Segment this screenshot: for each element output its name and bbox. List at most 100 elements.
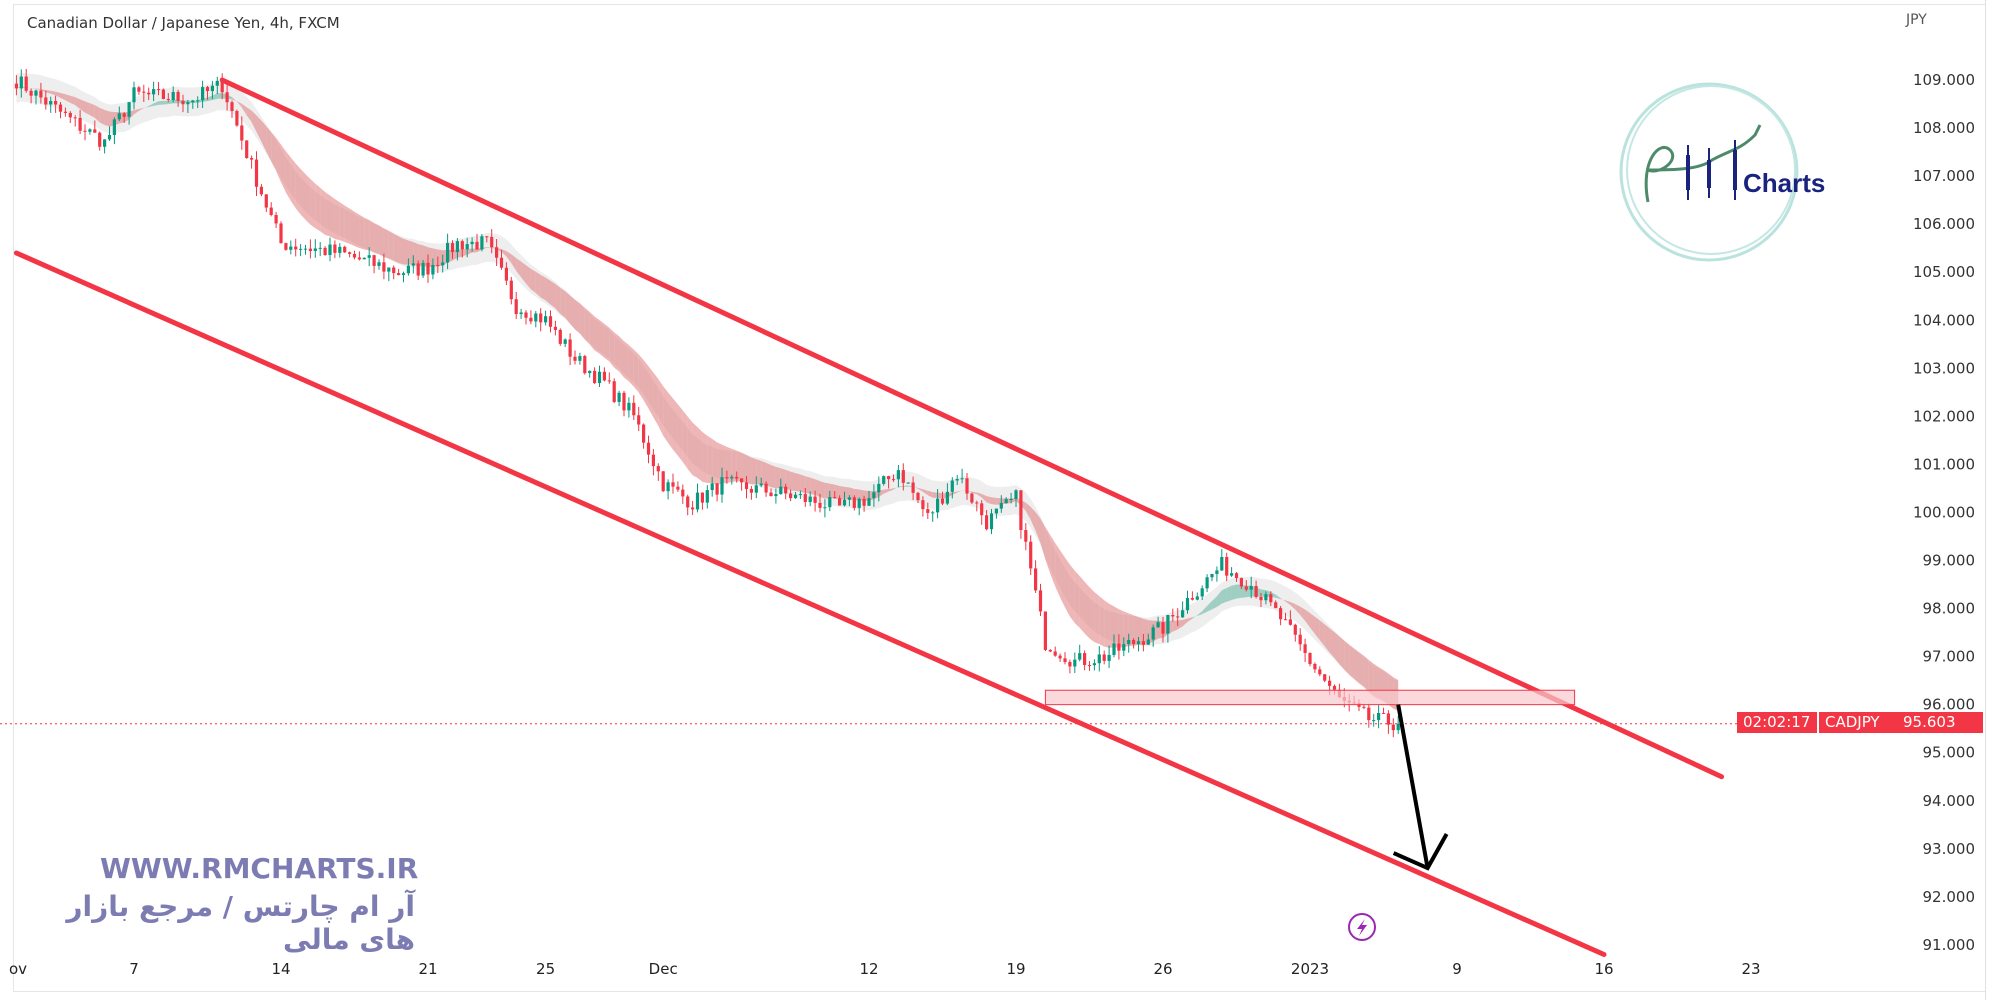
candle-body <box>872 492 876 499</box>
time-tick-label: 12 <box>859 960 878 978</box>
ma-ribbon-segment <box>687 416 693 476</box>
candle-body <box>1024 530 1028 542</box>
candle-body <box>1004 499 1008 504</box>
price-tick-label: 105.000 <box>1913 263 1975 281</box>
candle-body <box>426 262 430 275</box>
candle-body <box>220 80 224 93</box>
ma-ribbon-segment <box>1285 600 1291 606</box>
candle-body <box>1136 641 1141 644</box>
ma-ribbon-segment <box>1359 652 1364 688</box>
ma-ribbon-segment <box>1354 648 1359 684</box>
ma-ribbon-segment <box>99 107 105 125</box>
support-zone[interactable] <box>1044 689 1576 706</box>
channel-lower-line[interactable] <box>13 250 1607 958</box>
candle-body <box>1313 663 1317 670</box>
candle-body <box>833 497 837 499</box>
candle-body <box>446 243 450 263</box>
ma-ribbon-segment <box>359 214 365 250</box>
ma-ribbon-segment <box>217 93 223 99</box>
ma-ribbon-segment <box>1143 618 1149 646</box>
channel-upper-line[interactable] <box>219 77 1725 780</box>
candle-body <box>1303 644 1307 653</box>
candle-body <box>421 262 425 276</box>
ma-ribbon-segment <box>1324 624 1330 653</box>
candle-body <box>161 89 165 99</box>
candle-body <box>735 476 739 479</box>
candle-body <box>519 312 523 315</box>
candle-body <box>980 503 984 516</box>
ma-ribbon-segment <box>295 163 301 215</box>
candle-body <box>793 494 798 499</box>
candle-body <box>1328 680 1332 686</box>
ma-ribbon-segment <box>383 228 389 259</box>
ma-ribbon-segment <box>820 481 825 499</box>
ma-ribbon-segment <box>550 280 556 309</box>
time-tick-label: 19 <box>1006 960 1025 978</box>
ma-ribbon-segment <box>501 249 507 257</box>
ma-ribbon-segment <box>1236 584 1242 599</box>
ma-ribbon-segment <box>991 497 997 505</box>
candle-body <box>250 158 254 160</box>
candle-body <box>499 257 504 268</box>
ma-ribbon-segment <box>1202 605 1208 615</box>
candle-body <box>769 492 773 497</box>
ma-ribbon-segment <box>1319 620 1325 647</box>
candle-body <box>274 214 278 224</box>
candle-body <box>1176 616 1180 618</box>
ma-ribbon-segment <box>89 103 95 118</box>
ma-ribbon-segment <box>467 248 473 255</box>
price-tick-label: 100.000 <box>1913 503 1975 521</box>
candle-body <box>720 477 724 495</box>
time-tick-label: 23 <box>1741 960 1760 978</box>
down-arrow[interactable] <box>1392 704 1449 871</box>
price-tick-label: 107.000 <box>1913 167 1975 185</box>
ma-ribbon-segment <box>937 492 943 499</box>
candle-body <box>774 494 778 497</box>
ma-ribbon-segment <box>281 144 286 193</box>
candle-body <box>338 246 342 253</box>
ma-ribbon-segment <box>565 291 571 324</box>
candle-body <box>1127 639 1131 645</box>
ma-ribbon-segment <box>462 249 468 257</box>
time-tick-label: ov <box>9 960 27 978</box>
candle-body <box>264 194 268 208</box>
candle-body <box>563 339 567 344</box>
candle-body <box>622 392 626 411</box>
ma-ribbon-segment <box>1182 618 1188 627</box>
ma-ribbon-segment <box>648 366 654 418</box>
ma-ribbon-segment <box>545 277 551 305</box>
ma-ribbon-segment <box>134 108 139 115</box>
lightning-icon[interactable] <box>1348 913 1376 941</box>
candle-body <box>960 478 964 480</box>
candle-body <box>1200 588 1204 597</box>
candle-body <box>142 91 146 93</box>
candle-body <box>1058 655 1062 659</box>
bar-countdown: 02:02:17 <box>1737 712 1817 733</box>
currency-label: JPY <box>1906 12 1927 28</box>
ma-ribbon-segment <box>805 476 811 494</box>
ma-ribbon-segment <box>40 89 46 93</box>
candle-body <box>740 478 744 483</box>
candle-body <box>936 498 940 513</box>
candle-body <box>1234 573 1239 579</box>
candle-body <box>196 100 200 102</box>
candle-body <box>29 90 33 96</box>
ma-ribbon-segment <box>168 99 174 105</box>
ma-ribbon-segment <box>761 460 767 486</box>
price-tick-label: 92.000 <box>1923 888 1976 906</box>
ma-ribbon-segment <box>1231 584 1237 600</box>
candle-body <box>725 477 729 479</box>
candle-body <box>597 371 602 384</box>
ma-ribbon-segment <box>1300 606 1306 621</box>
candle-body <box>676 486 680 490</box>
candle-body <box>945 491 949 504</box>
candle-body <box>240 125 244 141</box>
candle-body <box>1087 664 1092 666</box>
price-tick-label: 99.000 <box>1923 552 1976 570</box>
candle-body <box>529 317 533 322</box>
candle-body <box>877 483 881 493</box>
candle-body <box>323 247 327 256</box>
ma-ribbon-segment <box>418 244 424 267</box>
candle-body <box>1063 658 1067 662</box>
